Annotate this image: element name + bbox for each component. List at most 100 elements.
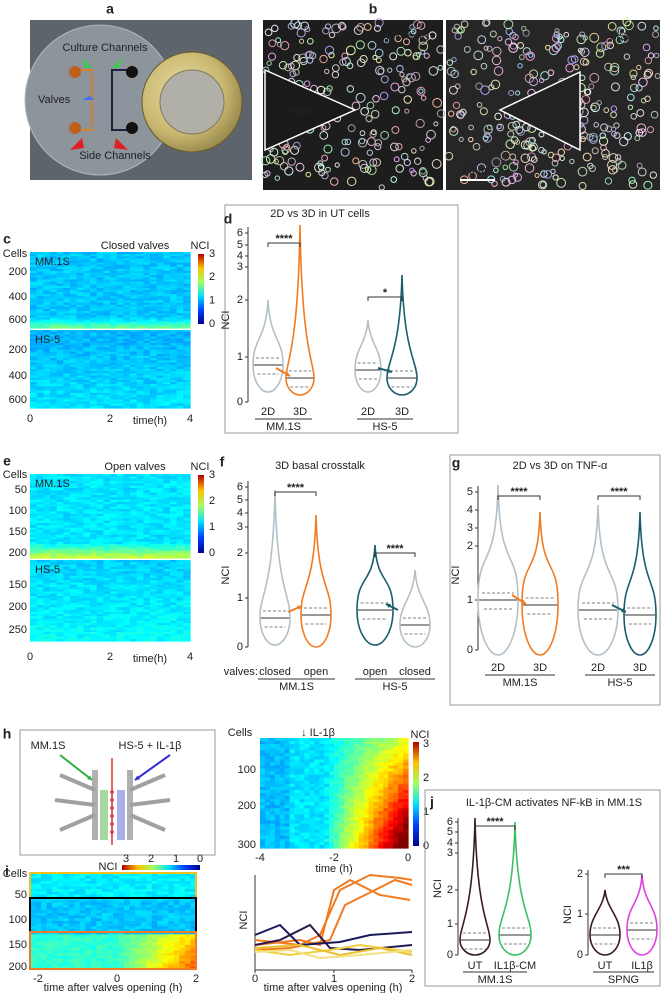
cell (481, 19, 490, 27)
heatmap-cell (63, 598, 71, 602)
heatmap-cell (170, 315, 178, 319)
heatmap-cell (83, 516, 91, 519)
heatmap-cell (56, 474, 64, 477)
heatmap-cell (116, 509, 124, 512)
heatmap-cell (353, 777, 360, 782)
heatmap-cell (96, 591, 104, 595)
heatmap-cell (36, 614, 44, 617)
heatmap-cell (136, 362, 144, 366)
heatmap-cell (358, 765, 365, 770)
heatmap-cell (150, 399, 158, 403)
heatmap-cell (136, 614, 144, 617)
heatmap-cell (338, 811, 345, 815)
heatmap-cell (170, 399, 178, 403)
heatmap-cell (183, 338, 191, 342)
heatmap-cell (123, 611, 131, 615)
heatmap-cell (156, 401, 164, 405)
heatmap-cell (269, 814, 276, 819)
heatmap-cell (338, 750, 345, 754)
heatmap-cell (90, 306, 98, 310)
heatmap-cell (103, 598, 111, 602)
heatmap-cell (368, 774, 375, 779)
heatmap-cell (50, 386, 58, 390)
heatmap-cell (96, 351, 104, 355)
panel-label: d (224, 211, 233, 227)
cell (284, 166, 294, 176)
heatmap-cell (36, 386, 44, 390)
heatmap-cell (36, 602, 44, 606)
heatmap-cell (83, 569, 91, 572)
heatmap-cell (43, 525, 51, 529)
heatmap-cell (170, 513, 178, 517)
heatmap-cell (56, 587, 64, 590)
heatmap-cell (289, 789, 296, 794)
heatmap-cell (110, 401, 118, 405)
heatmap-cell (90, 634, 98, 638)
heatmap-cell (353, 811, 360, 815)
heatmap-cell (176, 292, 184, 295)
heatmap-cell (130, 298, 138, 302)
heatmap-cell (36, 483, 44, 487)
heatmap-cell (393, 802, 399, 806)
heatmap-cell (183, 369, 191, 372)
cell (540, 71, 550, 81)
heatmap-cell (143, 375, 151, 379)
heatmap-cell (176, 602, 184, 606)
heatmap-cell (170, 304, 178, 308)
heatmap-cell (123, 262, 131, 266)
heatmap-cell (343, 814, 350, 819)
heatmap-cell (30, 371, 38, 374)
heatmap-cell (63, 607, 71, 611)
heatmap-cell (36, 330, 44, 333)
heatmap-cell (63, 373, 71, 377)
heatmap-cell (163, 551, 171, 554)
heatmap-cell (36, 596, 44, 599)
heatmap-cell (36, 264, 44, 268)
heatmap-cell (183, 252, 191, 255)
heatmap-cell (110, 351, 118, 355)
heatmap-cell (63, 513, 71, 517)
heatmap-cell (83, 401, 91, 405)
heatmap-cell (36, 319, 44, 323)
heatmap-cell (56, 395, 64, 398)
heatmap-cell (136, 290, 144, 293)
cell (477, 35, 487, 45)
heatmap-cell (150, 375, 158, 379)
heatmap-cell (353, 753, 360, 757)
heatmap-cell (116, 356, 124, 359)
heatmap-cell (63, 530, 71, 533)
heatmap-cell (110, 262, 118, 266)
arrow-head (285, 371, 290, 376)
heatmap-cell (170, 569, 178, 572)
axis-label: NCI (450, 566, 462, 585)
cell (610, 105, 618, 112)
heatmap-cell (393, 780, 399, 785)
heatmap-cell (136, 302, 144, 306)
heatmap-cell (56, 302, 64, 306)
cell (591, 147, 599, 155)
heatmap-cell (76, 544, 84, 547)
heatmap-cell (150, 575, 158, 579)
heatmap-cell (63, 546, 71, 550)
heatmap-cell (76, 405, 84, 409)
colorbar-tick: 2 (209, 271, 215, 283)
heatmap-cell (183, 323, 191, 327)
heatmap-cell (170, 362, 178, 366)
heatmap-cell (163, 488, 171, 491)
heatmap-cell (150, 490, 158, 494)
heatmap-cell (398, 796, 404, 800)
heatmap-cell (150, 379, 158, 383)
heatmap-cell (289, 805, 296, 809)
heatmap-cell (63, 388, 71, 392)
heatmap-cell (70, 544, 78, 547)
heatmap-cell (43, 636, 51, 640)
heatmap-cell (36, 296, 44, 300)
heatmap-cell (130, 397, 138, 400)
heatmap-cell (373, 771, 379, 776)
heatmap-cell (279, 799, 286, 803)
heatmap-cell (110, 338, 118, 342)
heatmap-cell (43, 566, 51, 570)
heatmap-cell (83, 497, 91, 501)
heatmap-cell (383, 741, 389, 745)
heatmap-cell (36, 560, 44, 563)
